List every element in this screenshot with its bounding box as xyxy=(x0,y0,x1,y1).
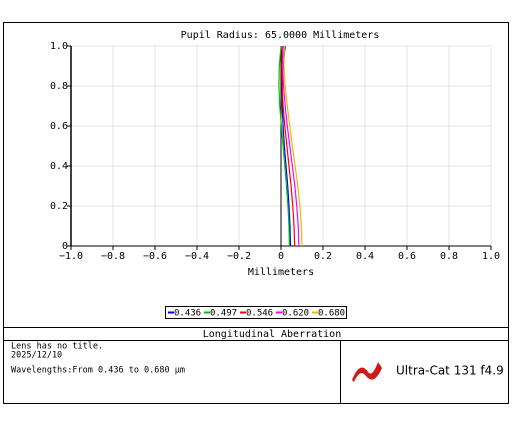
x-tick-label: 0 xyxy=(278,251,284,262)
x-tick-label: −0.6 xyxy=(143,251,167,262)
x-tick-label: −0.4 xyxy=(185,251,209,262)
curve xyxy=(282,45,300,247)
curve xyxy=(283,45,303,247)
date: 2025/12/10 xyxy=(11,351,62,361)
curve xyxy=(278,45,290,247)
legend-box xyxy=(165,306,347,319)
curve xyxy=(281,45,296,247)
x-tick-label: 0.2 xyxy=(314,251,332,262)
x-tick-label: −1.0 xyxy=(59,251,83,262)
lens-title: Lens has no title. xyxy=(11,342,103,352)
x-tick-label: 1.0 xyxy=(482,251,500,262)
plot-area: −1.0 −0.8 −0.6 −0.4 −0.2 0 0.2 0.4 0.6 0.8 1.0 0 0.2… xyxy=(50,41,500,319)
legend-label: 0.497 xyxy=(210,309,237,319)
x-tick-label: 0.4 xyxy=(356,251,374,262)
y-tick-label: 0.2 xyxy=(50,201,68,212)
frame xyxy=(3,22,509,404)
plot-name: Longitudinal Aberration xyxy=(203,329,341,340)
y-tick-label: 0.6 xyxy=(50,121,68,132)
legend-label: 0.680 xyxy=(318,309,345,319)
wavelengths: Wavelengths:From 0.436 to 0.680 µm xyxy=(11,366,185,376)
x-tick-label: 0.6 xyxy=(398,251,416,262)
y-tick-label: 0.4 xyxy=(50,161,68,172)
y-tick-label: 1.0 xyxy=(50,41,68,52)
x-tick-label: −0.8 xyxy=(101,251,125,262)
legend-label: 0.546 xyxy=(246,309,273,319)
legend-label: 0.620 xyxy=(282,309,309,319)
legend-label: 0.436 xyxy=(174,309,201,319)
y-tick-label: 0 xyxy=(62,241,68,252)
y-tick-label: 0.8 xyxy=(50,81,68,92)
chart-title: Pupil Radius: 65.0000 Millimeters xyxy=(181,30,380,41)
x-tick-label: −0.2 xyxy=(227,251,251,262)
x-tick-label: 0.8 xyxy=(440,251,458,262)
x-axis-label: Millimeters xyxy=(248,267,314,278)
logo xyxy=(352,362,382,382)
product-name: Ultra-Cat 131 f4.9 xyxy=(396,364,504,378)
